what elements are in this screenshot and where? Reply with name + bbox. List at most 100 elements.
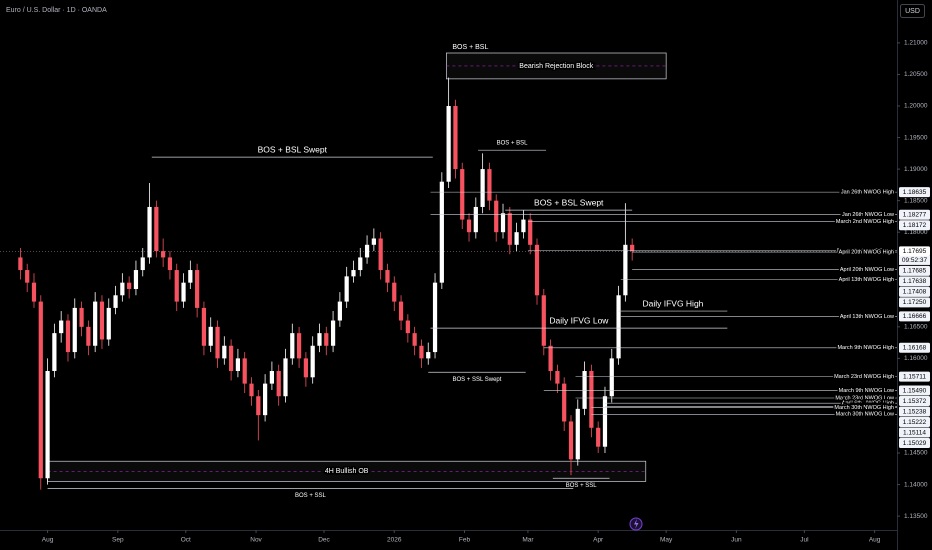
candle-body — [18, 257, 23, 271]
candle-body — [398, 301, 404, 321]
y-tick-label: 1.18000 — [904, 229, 928, 236]
price-tag — [899, 276, 930, 287]
y-tick-label: 1.21000 — [904, 40, 928, 47]
price-tag-label: 1.16666 — [903, 313, 927, 320]
candle-body — [385, 270, 390, 283]
currency-button[interactable] — [900, 4, 925, 18]
level-label: March 23rd NWOG Low — [835, 395, 894, 401]
candle-body — [473, 206, 478, 233]
candle-body — [337, 301, 342, 321]
candle-body — [439, 181, 444, 283]
currency-button-label[interactable]: USD — [905, 8, 920, 15]
candle-body — [528, 219, 533, 245]
candle-body — [589, 371, 594, 428]
zone-label: 4H Bullish OB — [325, 468, 369, 475]
price-tag-label: 1.17638 — [903, 278, 927, 285]
level-label: Jan 26th NWOG High — [841, 190, 894, 196]
candle-body — [296, 333, 302, 359]
candle-body — [262, 383, 268, 416]
candle-body — [133, 270, 139, 289]
candle-body — [222, 345, 227, 359]
candle-body — [494, 200, 499, 233]
candle-body — [65, 320, 71, 353]
candle-body — [562, 383, 567, 422]
candle-body — [582, 371, 587, 409]
price-tag-label: 1.18277 — [903, 211, 927, 218]
x-tick-label: Jun — [731, 537, 742, 544]
price-tag-label: 1.15222 — [903, 419, 927, 426]
candle-body — [161, 251, 166, 258]
y-tick-label: 1.16000 — [904, 355, 928, 362]
level-label: April 20th NWOG Low — [840, 267, 894, 273]
candle-body — [31, 282, 37, 302]
candle-body — [453, 106, 458, 170]
candle-body — [256, 396, 261, 416]
candle-body — [351, 270, 356, 277]
annotation-label: BOS + SSL — [566, 483, 598, 489]
y-tick-label: 1.14500 — [904, 450, 928, 457]
candle-body — [249, 383, 254, 397]
candle-body — [93, 301, 98, 346]
price-tag — [899, 297, 930, 308]
annotation-label: Daily IFVG Low — [549, 315, 609, 325]
candle-body — [514, 232, 519, 245]
x-tick-label: Sep — [112, 537, 124, 544]
x-tick-label: Feb — [459, 537, 471, 544]
candle-body — [290, 333, 295, 359]
x-tick-label: Aug — [869, 537, 881, 544]
candle-body — [541, 295, 546, 346]
level-label: April 20th NWOG High — [839, 250, 894, 256]
x-tick-label: May — [660, 537, 673, 544]
candle-body — [310, 345, 315, 378]
candle-body — [38, 301, 43, 479]
price-tag — [899, 406, 930, 417]
candle-body — [364, 244, 370, 258]
candle-body — [419, 345, 424, 359]
price-tag — [899, 187, 930, 198]
x-tick-label: Dec — [318, 537, 330, 544]
candle-body — [45, 371, 50, 479]
price-tag-label: 1.15490 — [903, 387, 927, 394]
candle-body — [174, 270, 179, 302]
candle-body — [487, 169, 492, 201]
price-tag — [899, 220, 930, 231]
candle-body — [276, 371, 281, 397]
level-label: March 30th NWOG Low — [836, 412, 894, 418]
candle-body — [392, 282, 397, 302]
candle-body — [358, 257, 363, 271]
candle-body — [446, 106, 451, 182]
level-label: April 13th NWOG Low — [840, 314, 894, 320]
price-tag — [899, 209, 930, 220]
candle-body — [324, 333, 329, 346]
price-tag-label: 1.17685 — [903, 268, 927, 275]
candle-body — [480, 169, 485, 207]
candle-body — [235, 358, 241, 371]
price-tag-label: 1.15238 — [903, 408, 927, 415]
y-tick-label: 1.20000 — [904, 103, 928, 110]
level-label: March 2nd NWOG Low — [837, 248, 894, 254]
candle-body — [215, 326, 220, 359]
countdown: 09:52:37 — [902, 257, 928, 264]
price-tag — [899, 371, 930, 382]
y-tick-label: 1.19000 — [904, 166, 928, 173]
candle-body — [460, 169, 465, 220]
price-tag-label: 1.18635 — [903, 189, 927, 196]
price-tag-label: 1.17250 — [903, 299, 927, 306]
price-tag-label: 1.15114 — [903, 429, 926, 436]
price-tag — [899, 417, 930, 428]
price-tag-label: 1.15711 — [903, 373, 926, 380]
candle-body — [330, 320, 336, 346]
candle-body — [521, 219, 526, 233]
candle-body — [609, 358, 614, 397]
price-tag-label: 1.15372 — [903, 398, 927, 405]
annotation-label: BOS + SSL — [295, 493, 327, 499]
price-tag — [899, 246, 930, 257]
x-tick-label: Oct — [181, 537, 191, 544]
x-tick-label: Jul — [800, 537, 809, 544]
candle-body — [188, 270, 193, 283]
candle-body — [507, 213, 512, 245]
candle-body — [147, 206, 152, 258]
price-tag-label: 1.18172 — [903, 222, 927, 229]
